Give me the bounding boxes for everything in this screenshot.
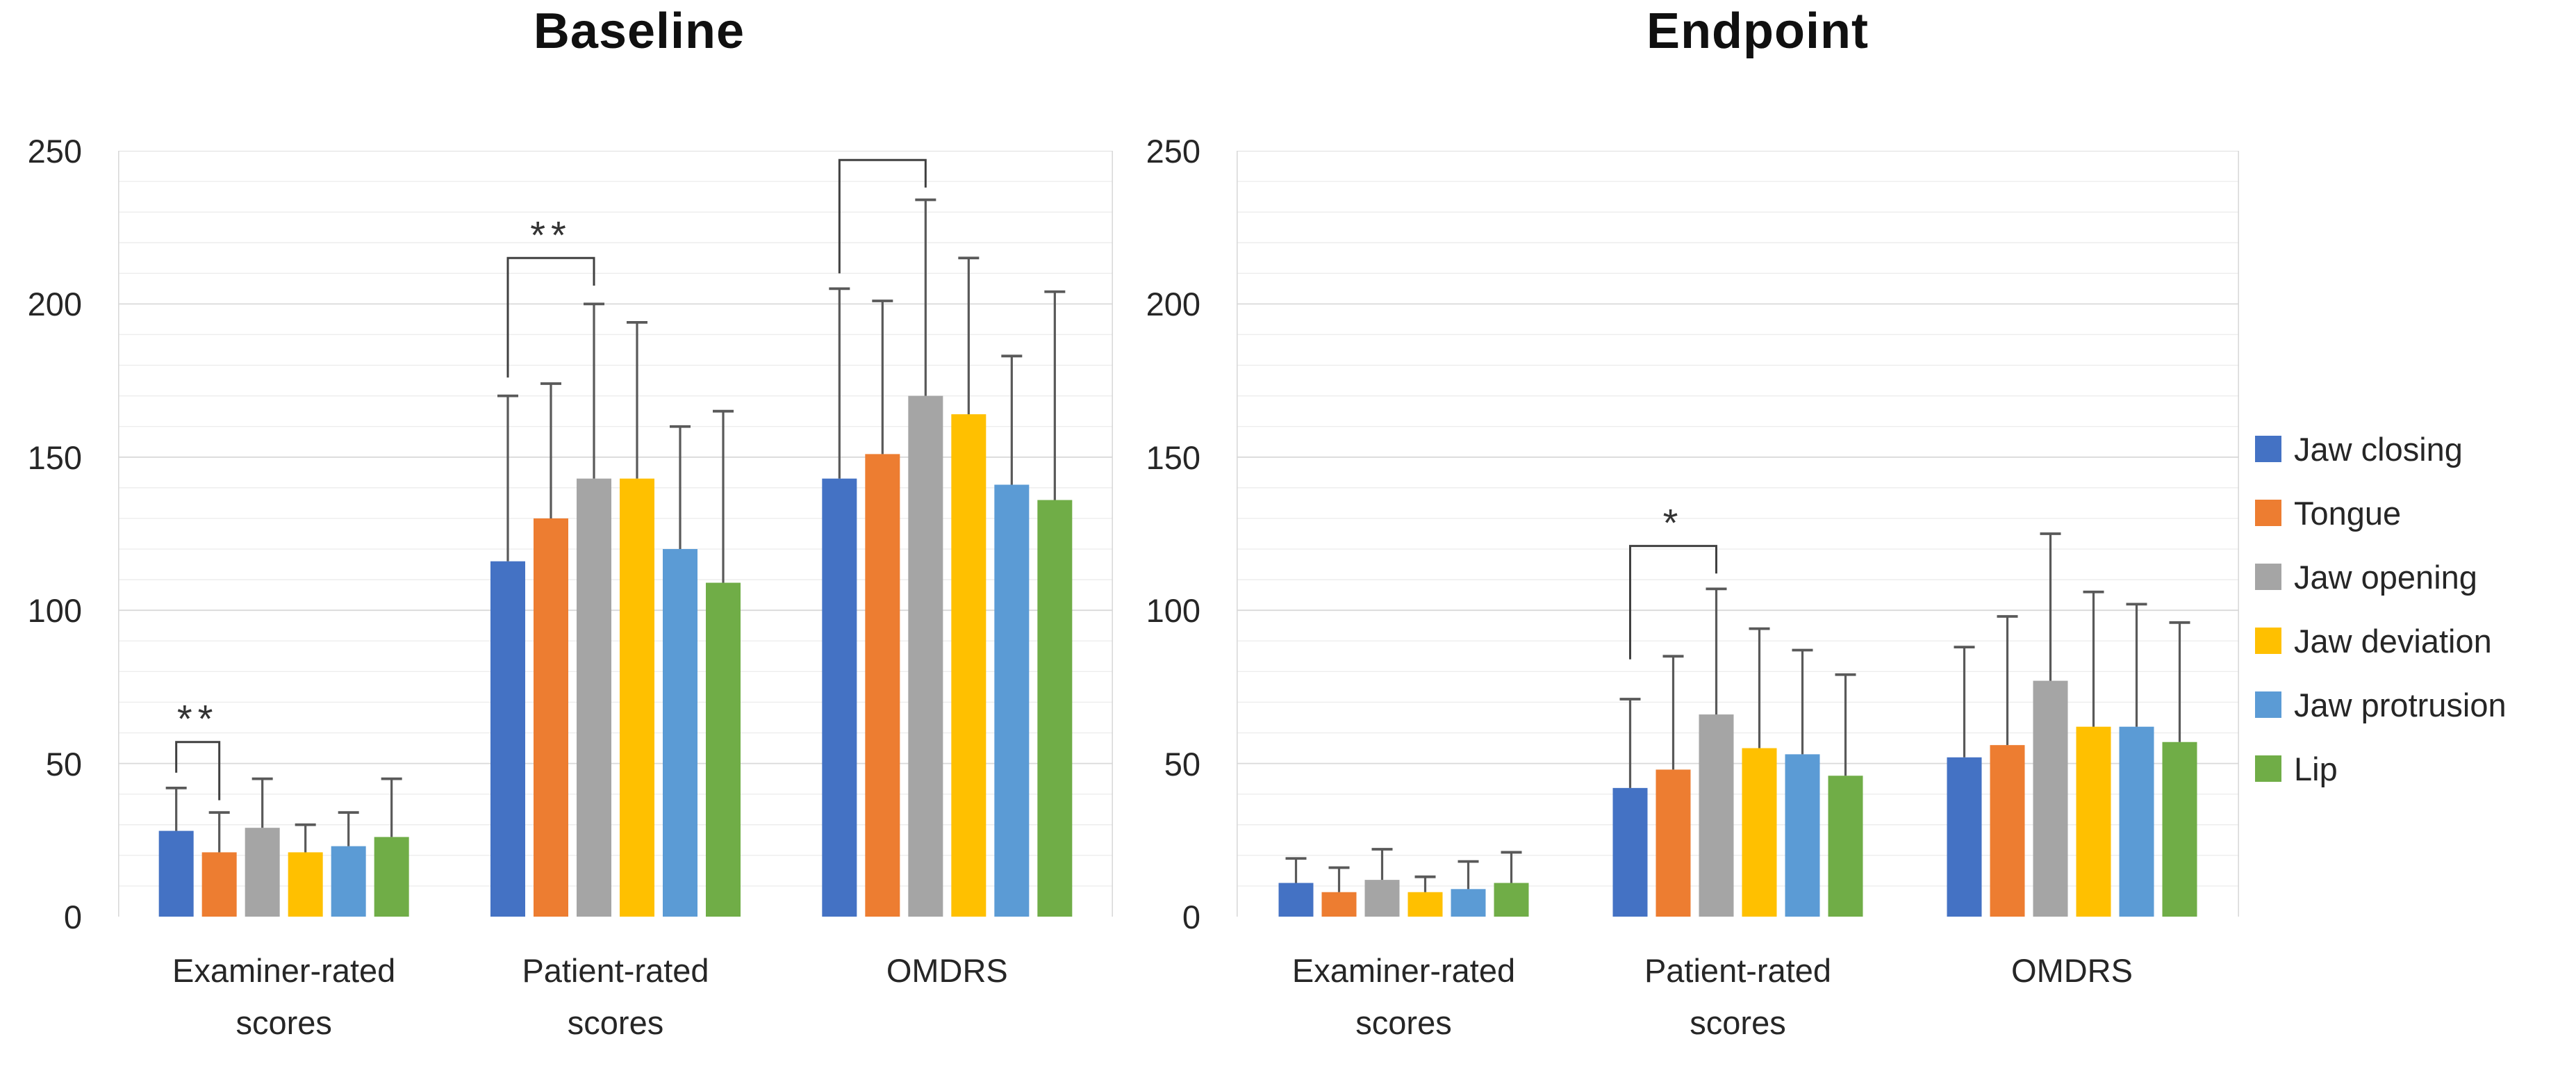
legend-item-label: Lip — [2294, 750, 2338, 787]
x-axis-category-label-line: OMDRS — [2011, 952, 2133, 989]
x-axis-category-label-line: Examiner-rated — [1291, 952, 1516, 989]
y-axis-tick-label: 0 — [1182, 899, 1200, 935]
y-axis-tick-label: 200 — [1146, 286, 1200, 323]
bar-baseline-cat2-jaw-deviation — [951, 414, 986, 917]
x-axis-category-label: Examiner-rated scores — [55, 944, 513, 1049]
y-axis-tick-label: 250 — [27, 133, 82, 170]
bar-baseline-cat0-jaw-protrusion — [331, 846, 366, 917]
legend-item-label: Jaw closing — [2294, 430, 2463, 468]
bar-endpoint-cat1-jaw-protrusion — [1785, 754, 1820, 917]
x-axis-category-label: Examiner-rated scores — [1175, 944, 1633, 1049]
legend-swatch-icon — [2255, 564, 2281, 590]
bar-baseline-cat1-jaw-opening — [577, 478, 611, 917]
legend-item-jaw-deviation: Jaw deviation — [2255, 609, 2507, 673]
x-axis-category-label-line: scores — [1690, 1004, 1786, 1041]
bar-endpoint-cat1-jaw-deviation — [1742, 748, 1777, 917]
legend-swatch-icon — [2255, 691, 2281, 718]
y-axis-tick-label: 150 — [27, 439, 82, 476]
y-axis-tick-label: 0 — [63, 899, 82, 935]
legend-item-label: Jaw deviation — [2294, 622, 2492, 660]
endpoint-panel-title: Endpoint — [1646, 3, 1869, 59]
bar-endpoint-cat0-jaw-deviation — [1407, 892, 1443, 917]
bar-baseline-cat2-jaw-opening — [908, 395, 943, 917]
x-axis-category-label: Patient-rated scores — [1509, 944, 1967, 1049]
bar-endpoint-cat0-jaw-protrusion — [1451, 889, 1486, 917]
bar-baseline-cat0-jaw-closing — [158, 830, 194, 917]
legend-item-label: Jaw protrusion — [2294, 686, 2507, 723]
bar-baseline-cat0-jaw-opening — [245, 828, 280, 917]
bar-endpoint-cat1-jaw-closing — [1612, 787, 1648, 917]
y-axis-tick-label: 150 — [1146, 439, 1200, 476]
bar-baseline-cat0-jaw-deviation — [288, 852, 323, 917]
legend-swatch-icon — [2255, 628, 2281, 654]
significance-bracket — [1629, 545, 1717, 660]
x-axis-category-label-line: scores — [567, 1004, 664, 1041]
bar-endpoint-cat2-lip — [2162, 742, 2197, 917]
bar-baseline-cat2-lip — [1037, 500, 1073, 917]
legend-item-jaw-closing: Jaw closing — [2255, 417, 2507, 481]
bar-endpoint-cat0-jaw-opening — [1364, 880, 1400, 917]
bar-endpoint-cat0-tongue — [1321, 892, 1357, 917]
legend-item-jaw-protrusion: Jaw protrusion — [2255, 673, 2507, 737]
bar-endpoint-cat2-jaw-opening — [2033, 680, 2068, 917]
bar-baseline-cat2-jaw-closing — [822, 478, 857, 917]
legend-item-jaw-opening: Jaw opening — [2255, 545, 2507, 609]
baseline-chart-plot-area: ***** — [118, 151, 1113, 917]
significance-bracket — [838, 158, 927, 274]
bar-endpoint-cat1-tongue — [1656, 769, 1691, 917]
legend: Jaw closing Tongue Jaw opening Jaw deviatio… — [2255, 417, 2507, 801]
bar-endpoint-cat0-lip — [1494, 883, 1529, 917]
bar-baseline-cat1-jaw-protrusion — [663, 549, 697, 917]
significance-label: * — [872, 151, 893, 158]
y-axis-tick-label: 200 — [27, 286, 82, 323]
legend-swatch-icon — [2255, 500, 2281, 526]
bar-baseline-cat0-tongue — [201, 852, 237, 917]
bar-endpoint-cat1-jaw-opening — [1699, 714, 1734, 917]
x-axis-category-label-line: scores — [236, 1004, 332, 1041]
bar-baseline-cat1-lip — [706, 582, 741, 917]
x-axis-category-label: OMDRS — [718, 944, 1176, 997]
bar-endpoint-cat2-jaw-protrusion — [2119, 726, 2154, 917]
legend-swatch-icon — [2255, 436, 2281, 462]
y-axis-tick-label: 100 — [1146, 592, 1200, 630]
significance-bracket — [175, 741, 221, 801]
bar-endpoint-cat1-lip — [1828, 776, 1863, 917]
significance-bracket — [506, 256, 595, 378]
x-axis-category-label-line: OMDRS — [886, 952, 1008, 989]
bar-baseline-cat2-jaw-protrusion — [994, 484, 1030, 917]
bar-endpoint-cat2-jaw-deviation — [2076, 726, 2111, 917]
y-axis-tick-label: 250 — [1146, 133, 1200, 170]
x-axis-category-label-line: Patient-rated — [1644, 952, 1832, 989]
bar-endpoint-cat2-jaw-closing — [1947, 757, 1982, 917]
legend-item-tongue: Tongue — [2255, 481, 2507, 545]
x-axis-category-label-line: Patient-rated — [522, 952, 709, 989]
x-axis-category-label: Patient-rated scores — [386, 944, 845, 1049]
bar-endpoint-cat2-tongue — [1990, 745, 2025, 917]
legend-swatch-icon — [2255, 755, 2281, 782]
baseline-panel-title: Baseline — [533, 3, 745, 59]
x-axis-category-label-line: scores — [1355, 1004, 1452, 1041]
y-axis-tick-label: 100 — [27, 592, 82, 630]
bar-baseline-cat1-jaw-closing — [490, 561, 525, 917]
bar-baseline-cat0-lip — [374, 837, 409, 917]
y-axis-tick-label: 50 — [1164, 745, 1200, 783]
legend-item-label: Jaw opening — [2294, 558, 2477, 596]
significance-label: * — [1663, 501, 1684, 545]
y-axis-tick-label: 50 — [45, 745, 82, 783]
x-axis-category-label: OMDRS — [1843, 944, 2302, 997]
legend-item-label: Tongue — [2294, 494, 2402, 532]
significance-label: ** — [177, 697, 219, 741]
significance-label: ** — [530, 213, 572, 256]
x-axis-category-label-line: Examiner-rated — [172, 952, 396, 989]
bar-baseline-cat1-jaw-deviation — [620, 478, 654, 917]
bar-endpoint-cat0-jaw-closing — [1278, 883, 1314, 917]
legend-item-lip: Lip — [2255, 737, 2507, 801]
endpoint-chart-plot-area: * — [1237, 151, 2239, 917]
bar-baseline-cat2-tongue — [865, 454, 900, 917]
bar-baseline-cat1-tongue — [534, 518, 568, 917]
